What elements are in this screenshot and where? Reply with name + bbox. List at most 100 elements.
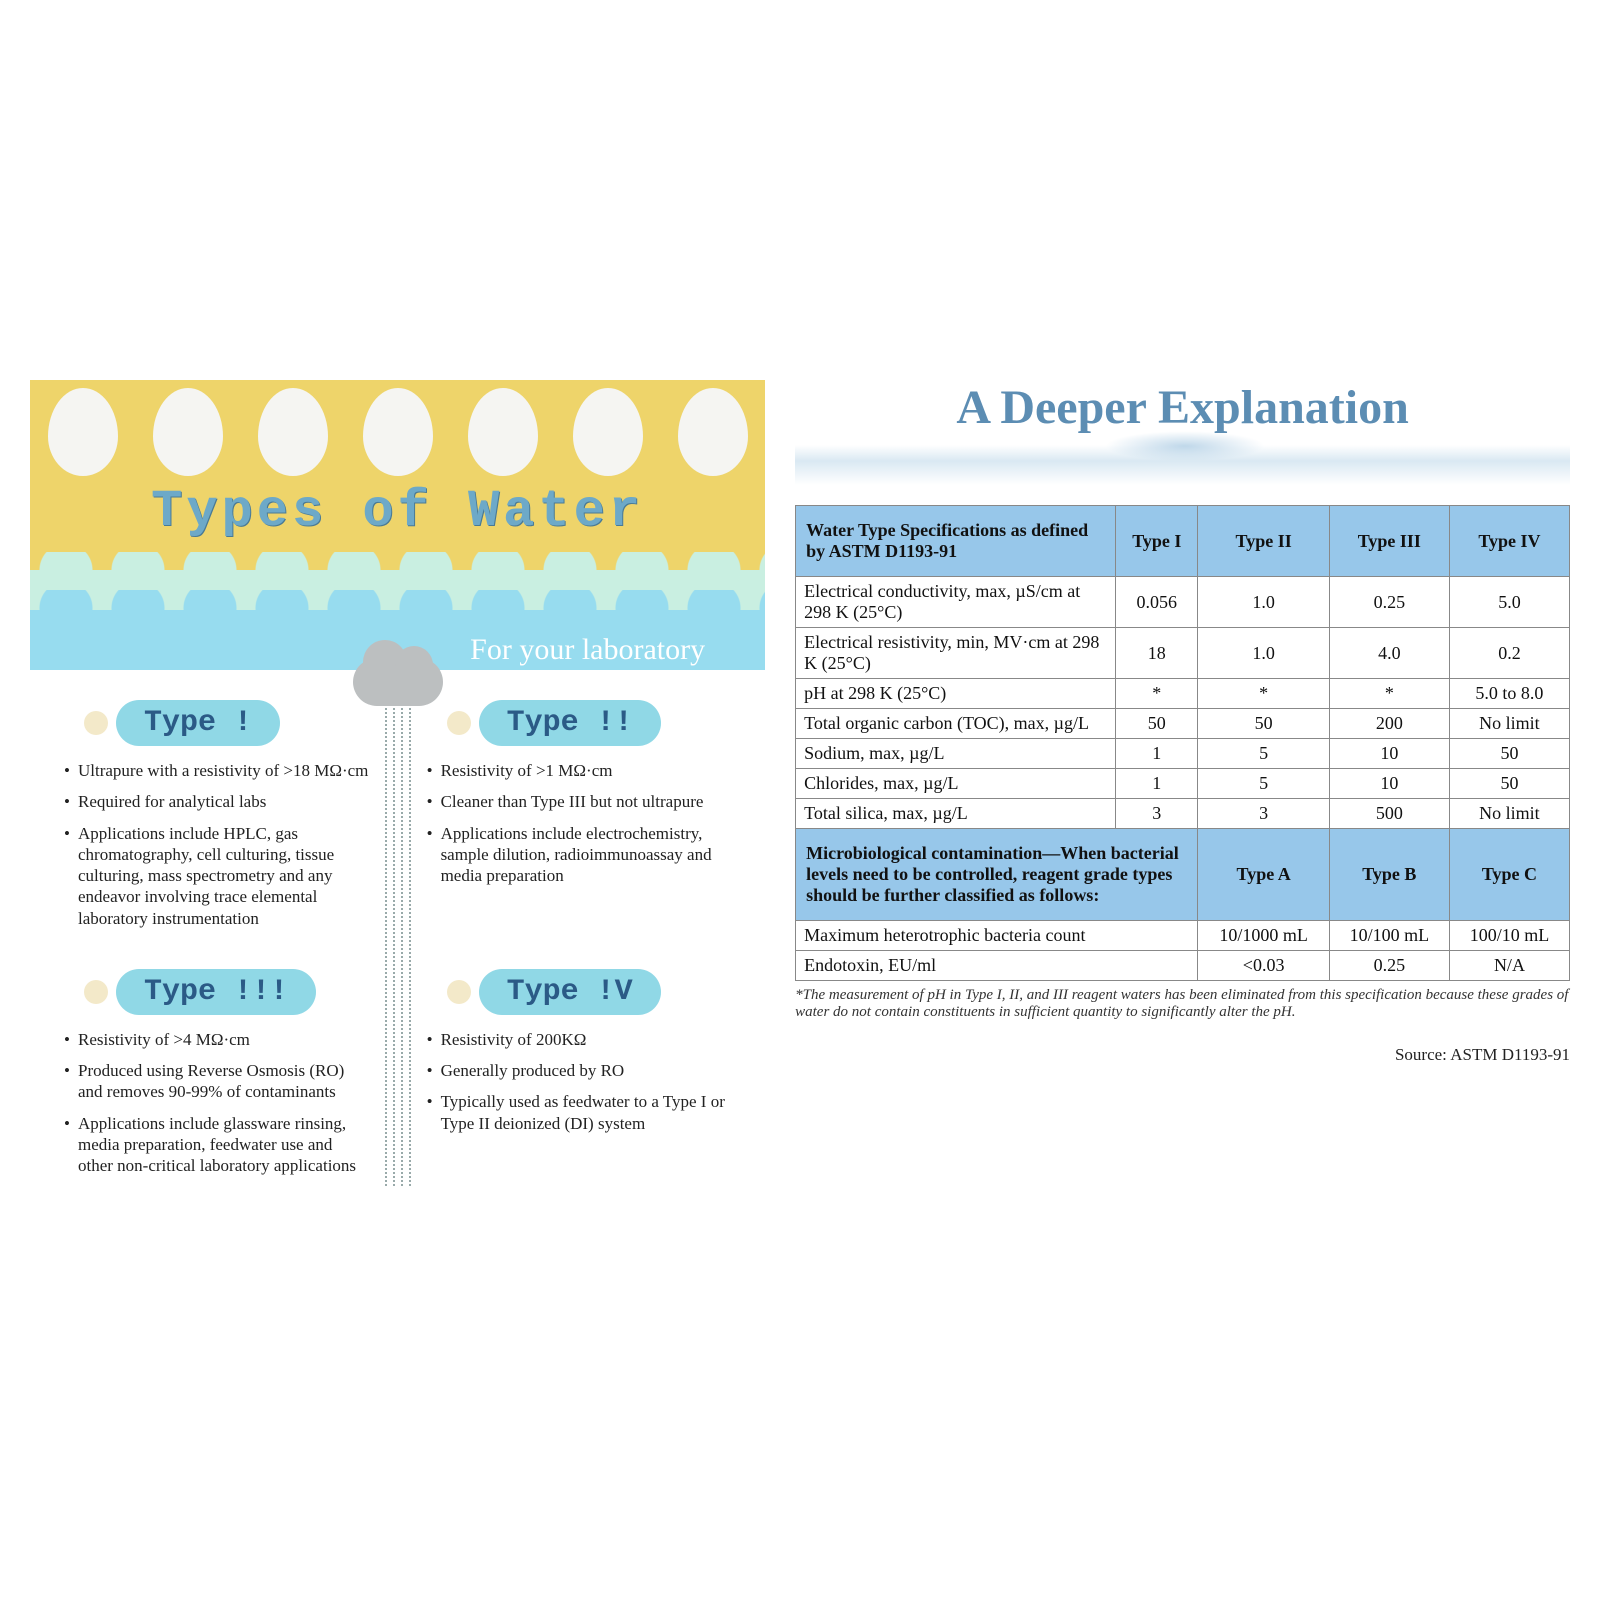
- balloon-icon: [363, 388, 433, 476]
- list-item: Resistivity of >4 MΩ·cm: [64, 1029, 369, 1050]
- table-row: Electrical conductivity, max, µS/cm at 2…: [796, 577, 1570, 628]
- types-grid: Type ! Ultrapure with a resistivity of >…: [30, 670, 765, 1216]
- source-text: Source: ASTM D1193-91: [795, 1045, 1570, 1065]
- list-item: Ultrapure with a resistivity of >18 MΩ·c…: [64, 760, 369, 781]
- cell: 1: [1116, 769, 1198, 799]
- list-item: Applications include HPLC, gas chromatog…: [64, 823, 369, 929]
- rain-divider: [383, 700, 413, 1186]
- page-container: Types of Water For your laboratory Type …: [0, 0, 1600, 1216]
- cell: 3: [1198, 799, 1329, 829]
- row-label: Maximum heterotrophic bacteria count: [796, 921, 1198, 951]
- list-item: Typically used as feedwater to a Type I …: [427, 1091, 732, 1134]
- col-type-c: Type C: [1449, 829, 1569, 921]
- cell: 5: [1198, 769, 1329, 799]
- cell: 3: [1116, 799, 1198, 829]
- table-row: Total organic carbon (TOC), max, µg/L 50…: [796, 709, 1570, 739]
- cell: 50: [1449, 769, 1569, 799]
- list-item: Applications include glassware rinsing, …: [64, 1113, 369, 1177]
- balloon-icon: [678, 388, 748, 476]
- cell: 500: [1329, 799, 1449, 829]
- cell: 50: [1449, 739, 1569, 769]
- col-type-4: Type IV: [1449, 506, 1569, 577]
- rain-line-icon: [409, 700, 411, 1186]
- list-item: Applications include electrochemistry, s…: [427, 823, 732, 887]
- cell: 50: [1198, 709, 1329, 739]
- cell: 5: [1198, 739, 1329, 769]
- type-3-block: Type !!! Resistivity of >4 MΩ·cm Produce…: [50, 969, 383, 1187]
- row-label: Electrical conductivity, max, µS/cm at 2…: [796, 577, 1116, 628]
- list-item: Required for analytical labs: [64, 791, 369, 812]
- col-type-1: Type I: [1116, 506, 1198, 577]
- type-4-badge-wrap: Type !V: [447, 969, 732, 1015]
- balloon-icon: [48, 388, 118, 476]
- banner: Types of Water For your laboratory: [30, 380, 765, 670]
- spec-table: Water Type Specifications as defined by …: [795, 505, 1570, 981]
- cell: 100/10 mL: [1449, 921, 1569, 951]
- rain-line-icon: [385, 700, 387, 1186]
- table-row: Sodium, max, µg/L 1 5 10 50: [796, 739, 1570, 769]
- left-title: Types of Water: [30, 482, 765, 541]
- cell: No limit: [1449, 709, 1569, 739]
- row-label: Total organic carbon (TOC), max, µg/L: [796, 709, 1116, 739]
- table-header-row: Water Type Specifications as defined by …: [796, 506, 1570, 577]
- cell: N/A: [1449, 951, 1569, 981]
- list-item: Cleaner than Type III but not ultrapure: [427, 791, 732, 812]
- micro-header-row: Microbiological contamination—When bacte…: [796, 829, 1570, 921]
- rain-line-icon: [393, 700, 395, 1186]
- table-row: Chlorides, max, µg/L 1 5 10 50: [796, 769, 1570, 799]
- dot-icon: [84, 711, 108, 735]
- balloon-icon: [468, 388, 538, 476]
- type-4-badge: Type !V: [479, 969, 661, 1015]
- list-item: Resistivity of >1 MΩ·cm: [427, 760, 732, 781]
- col-type-b: Type B: [1329, 829, 1449, 921]
- type-3-badge: Type !!!: [116, 969, 316, 1015]
- cell: <0.03: [1198, 951, 1329, 981]
- cell: *: [1116, 679, 1198, 709]
- cloud-icon: [353, 658, 443, 706]
- balloon-icon: [258, 388, 328, 476]
- cell: 0.25: [1329, 951, 1449, 981]
- dot-icon: [447, 711, 471, 735]
- table-row: Endotoxin, EU/ml <0.03 0.25 N/A: [796, 951, 1570, 981]
- cell: 5.0 to 8.0: [1449, 679, 1569, 709]
- micro-header-cell: Microbiological contamination—When bacte…: [796, 829, 1198, 921]
- type-4-list: Resistivity of 200KΩ Generally produced …: [427, 1029, 732, 1134]
- cell: 10: [1329, 739, 1449, 769]
- cell: 10: [1329, 769, 1449, 799]
- list-item: Resistivity of 200KΩ: [427, 1029, 732, 1050]
- type-3-badge-wrap: Type !!!: [84, 969, 369, 1015]
- row-label: Electrical resistivity, min, MV·cm at 29…: [796, 628, 1116, 679]
- cell: 18: [1116, 628, 1198, 679]
- banner-yellow-band: Types of Water: [30, 380, 765, 570]
- row-label: Chlorides, max, µg/L: [796, 769, 1116, 799]
- balloon-row: [30, 380, 765, 476]
- table-row: Maximum heterotrophic bacteria count 10/…: [796, 921, 1570, 951]
- cell: 1.0: [1198, 628, 1329, 679]
- footnote: *The measurement of pH in Type I, II, an…: [795, 987, 1570, 1021]
- type-1-block: Type ! Ultrapure with a resistivity of >…: [50, 700, 383, 939]
- col-type-2: Type II: [1198, 506, 1329, 577]
- balloon-icon: [573, 388, 643, 476]
- cell: 10/1000 mL: [1198, 921, 1329, 951]
- dot-icon: [447, 980, 471, 1004]
- col-type-a: Type A: [1198, 829, 1329, 921]
- cell: 0.056: [1116, 577, 1198, 628]
- cell: 200: [1329, 709, 1449, 739]
- row-label: Sodium, max, µg/L: [796, 739, 1116, 769]
- cell: *: [1198, 679, 1329, 709]
- col-type-3: Type III: [1329, 506, 1449, 577]
- table-row: pH at 298 K (25°C) * * * 5.0 to 8.0: [796, 679, 1570, 709]
- cell: 4.0: [1329, 628, 1449, 679]
- water-splash-icon: [795, 445, 1570, 485]
- cell: 5.0: [1449, 577, 1569, 628]
- list-item: Produced using Reverse Osmosis (RO) and …: [64, 1060, 369, 1103]
- table-row: Total silica, max, µg/L 3 3 500 No limit: [796, 799, 1570, 829]
- type-2-badge: Type !!: [479, 700, 661, 746]
- cell: 1: [1116, 739, 1198, 769]
- type-4-block: Type !V Resistivity of 200KΩ Generally p…: [413, 969, 746, 1187]
- spec-header-cell: Water Type Specifications as defined by …: [796, 506, 1116, 577]
- cell: 0.2: [1449, 628, 1569, 679]
- type-1-badge: Type !: [116, 700, 280, 746]
- cell: No limit: [1449, 799, 1569, 829]
- cell: 10/100 mL: [1329, 921, 1449, 951]
